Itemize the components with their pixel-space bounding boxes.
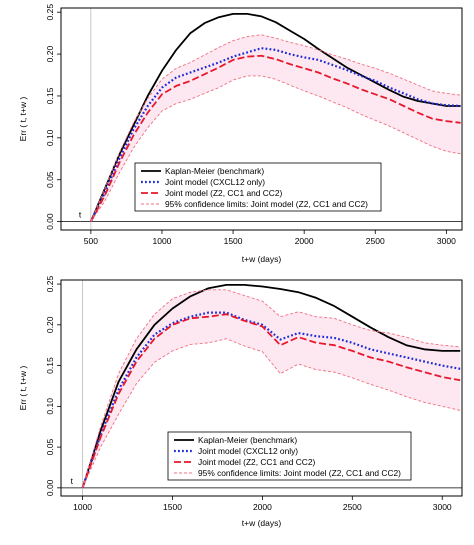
- y-tick-label: 0.10: [45, 398, 55, 415]
- y-tick-label: 0.25: [45, 276, 55, 293]
- y-tick-label: 0.05: [45, 171, 55, 188]
- legend-label-3: Joint model (Z2, CC1 and CC2): [198, 457, 316, 467]
- series-line-1: [90, 13, 461, 222]
- series-line-3: [81, 313, 461, 489]
- series-line-3: [90, 54, 461, 223]
- x-tick-label: 2000: [295, 236, 314, 246]
- x-tick-label: 1000: [153, 236, 172, 246]
- x-tick-label: 2500: [366, 236, 385, 246]
- plot-frame: [60, 279, 463, 497]
- y-tick-label: 0.05: [45, 439, 55, 456]
- y-tick-label: 0.20: [45, 316, 55, 333]
- series-line-4-lower: [90, 75, 461, 222]
- x-tick-label: 1500: [163, 502, 182, 512]
- legend: Kaplan-Meier (benchmark)Joint model (CXC…: [167, 431, 412, 481]
- chart-panel-2: t 1000 1500 2000 2500 3000 0.00 0.05 0.10 0.15 0.2…: [18, 276, 463, 528]
- x-tick-label: 500: [84, 236, 98, 246]
- t-marker-label: t: [79, 210, 82, 220]
- confidence-band: [90, 34, 461, 222]
- y-axis-label: Err ( t, t+w ): [18, 366, 28, 411]
- x-tick-label: 3000: [437, 236, 456, 246]
- x-tick-label: 1500: [224, 236, 243, 246]
- plot-frame: [60, 7, 463, 231]
- y-tick-label: 0.25: [45, 4, 55, 21]
- x-tick-label: 3000: [433, 502, 452, 512]
- y-axis-label: Err ( t, t+w ): [18, 97, 28, 142]
- x-tick-label: 2500: [343, 502, 362, 512]
- legend: Kaplan-Meier (benchmark)Joint model (CXC…: [134, 162, 382, 212]
- legend-label-3: Joint model (Z2, CC1 and CC2): [165, 188, 283, 198]
- series-line-2: [89, 47, 461, 223]
- y-tick-label: 0.20: [45, 46, 55, 63]
- x-axis-label: t+w (days): [242, 518, 282, 528]
- legend-label-1: Kaplan-Meier (benchmark): [198, 435, 297, 445]
- y-tick-label: 0.15: [45, 357, 55, 374]
- y-tick-label: 0.00: [45, 479, 55, 496]
- y-tick-label: 0.15: [45, 87, 55, 104]
- chart-panel-1: t 500 1000 1500 2000 2500 3000 0.00 0.05 0.10 0.15…: [18, 4, 463, 264]
- series-line-4: [82, 289, 461, 488]
- legend-label-1: Kaplan-Meier (benchmark): [165, 166, 264, 176]
- legend-label-4: 95% confidence limits: Joint model (Z2, …: [198, 468, 401, 478]
- x-tick-label: 1000: [73, 502, 92, 512]
- series-line-4-lower: [82, 338, 461, 488]
- legend-label-2: Joint model (CXCL12 only): [198, 446, 298, 456]
- legend-label-2: Joint model (CXCL12 only): [165, 177, 265, 187]
- confidence-band: [82, 289, 461, 488]
- legend-label-4: 95% confidence limits: Joint model (Z2, …: [165, 199, 368, 209]
- legend-box: [134, 162, 382, 212]
- y-tick-label: 0.00: [45, 213, 55, 230]
- legend-box: [167, 431, 412, 481]
- series-line-1: [81, 284, 461, 489]
- x-axis-label: t+w (days): [242, 254, 282, 264]
- t-marker-label: t: [71, 476, 74, 486]
- y-tick-label: 0.10: [45, 129, 55, 146]
- series-line-2: [81, 311, 461, 489]
- x-tick-label: 2000: [253, 502, 272, 512]
